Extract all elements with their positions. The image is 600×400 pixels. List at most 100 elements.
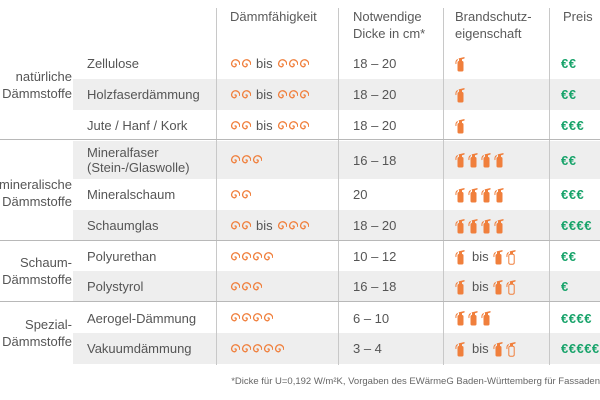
material-name-line: (Stein-/Glaswolle)	[87, 160, 190, 175]
group-label-special: Spezial- Dämmstoffe	[0, 316, 72, 350]
group-label-natural-line2: Dämmstoffe	[2, 86, 72, 101]
material-name: Mineralschaum	[87, 179, 175, 210]
insulation-rating	[230, 242, 274, 271]
material-name-line: Mineralschaum	[87, 187, 176, 202]
thickness-value: 18 – 20	[353, 56, 397, 71]
spiral-icon	[241, 251, 251, 260]
group-label-foam: Schaum- Dämmstoffe	[0, 254, 72, 288]
material-name: Mineralfaser (Stein-/Glaswolle)	[87, 141, 190, 179]
insulation-rating: bis	[230, 48, 310, 79]
header-thickness-line2: Dicke in cm*	[353, 26, 426, 41]
thickness-value: 3 – 4	[353, 341, 382, 356]
material-name: Jute / Hanf / Kork	[87, 110, 187, 141]
fire-extinguisher-icon	[455, 311, 465, 326]
material-name-line: Vakuumdämmung	[87, 341, 192, 356]
spiral-icon	[230, 281, 240, 290]
bis-label: bis	[472, 341, 489, 356]
spiral-icon	[263, 251, 273, 260]
spiral-icon	[299, 58, 309, 67]
insulation-rating: bis	[230, 110, 310, 141]
spiral-icon	[230, 220, 240, 229]
material-name: Polystyrol	[87, 271, 143, 302]
fire-extinguisher-outline-icon	[506, 341, 516, 357]
group-label-natural-line1: natürliche	[15, 69, 72, 84]
spiral-icon	[241, 343, 251, 352]
thickness-value: 18 – 20	[353, 87, 397, 102]
fire-extinguisher-icon	[493, 279, 503, 294]
material-name-line: Aerogel-Dämmung	[87, 310, 197, 326]
thickness-value: 18 – 20	[353, 118, 397, 133]
spiral-icon	[252, 281, 262, 290]
thickness-value: 16 – 18	[353, 152, 397, 168]
material-name-line: Polystyrol	[87, 279, 144, 294]
spiral-icon	[230, 120, 240, 129]
material-name: Zellulose	[87, 48, 139, 79]
table-row: Holzfaserdämmung bis 18 – 20 €€	[73, 79, 600, 110]
material-name: Schaumglas	[87, 210, 159, 241]
table-row: Aerogel-Dämmung 6 – 10 €€€€	[73, 303, 600, 333]
price-rating: €€	[561, 152, 577, 168]
column-divider	[338, 8, 339, 365]
material-name-line: Schaumglas	[87, 218, 159, 233]
spiral-icon	[263, 343, 273, 352]
group-label-foam-line2: Dämmstoffe	[2, 272, 72, 287]
spiral-icon	[277, 220, 287, 229]
spiral-icon	[230, 251, 240, 260]
spiral-icon	[241, 281, 251, 290]
spiral-icon	[241, 58, 251, 67]
material-name-line: Zellulose	[87, 56, 140, 71]
fire-extinguisher-icon	[455, 218, 465, 233]
spiral-icon	[288, 58, 298, 67]
price-rating: €€€€	[561, 218, 592, 233]
spiral-icon	[274, 343, 284, 352]
spiral-icon	[263, 313, 273, 322]
header-fire-line2: eigenschaft	[455, 26, 522, 41]
column-divider	[443, 8, 444, 365]
column-divider	[549, 8, 550, 365]
fire-extinguisher-icon	[481, 311, 491, 326]
spiral-icon	[230, 343, 240, 352]
fire-extinguisher-icon	[455, 249, 465, 264]
group-label-mineral: mineralische Dämmstoffe	[0, 176, 72, 210]
thickness-value: 6 – 10	[353, 310, 390, 326]
header-thickness-line1: Notwendige	[353, 9, 422, 24]
price-rating: €€	[561, 87, 577, 102]
group-label-mineral-line2: Dämmstoffe	[2, 194, 72, 209]
spiral-icon	[241, 313, 251, 322]
table-row: Mineralschaum 20 €€€	[73, 179, 600, 210]
bis-label: bis	[256, 87, 273, 102]
group-divider	[0, 240, 600, 241]
fire-extinguisher-icon	[455, 118, 465, 133]
group-divider	[0, 301, 600, 302]
thickness-value: 18 – 20	[353, 218, 397, 233]
fire-extinguisher-icon	[468, 218, 478, 233]
bis-label: bis	[256, 56, 273, 71]
header-fire: Brandschutz- eigenschaft	[455, 8, 532, 42]
spiral-icon	[299, 220, 309, 229]
fire-rating	[455, 303, 494, 333]
header-price: Preis	[563, 9, 593, 24]
spiral-icon	[288, 89, 298, 98]
material-name: Polyurethan	[87, 242, 156, 271]
spiral-icon	[241, 220, 251, 229]
fire-extinguisher-icon	[493, 249, 503, 264]
group-label-special-line2: Dämmstoffe	[2, 334, 72, 349]
price-rating: €	[561, 279, 569, 294]
insulation-rating	[230, 271, 263, 302]
material-name-line: Mineralfaser	[87, 145, 159, 160]
spiral-icon	[230, 58, 240, 67]
insulation-rating: bis	[230, 210, 310, 241]
insulation-rating: bis	[230, 79, 310, 110]
fire-extinguisher-icon	[455, 187, 465, 202]
footnote: *Dicke für U=0,192 W/m²K, Vorgaben des E…	[231, 376, 600, 387]
thickness-value: 10 – 12	[353, 249, 397, 264]
fire-extinguisher-icon	[455, 341, 465, 356]
table-row: Mineralfaser (Stein-/Glaswolle) 16 – 18 €€	[73, 141, 600, 179]
spiral-icon	[241, 120, 251, 129]
spiral-icon	[230, 89, 240, 98]
price-rating: €€€€€	[561, 341, 600, 356]
insulation-rating	[230, 333, 285, 364]
insulation-rating	[230, 141, 263, 179]
fire-extinguisher-icon	[494, 218, 504, 233]
fire-extinguisher-icon	[481, 218, 491, 233]
